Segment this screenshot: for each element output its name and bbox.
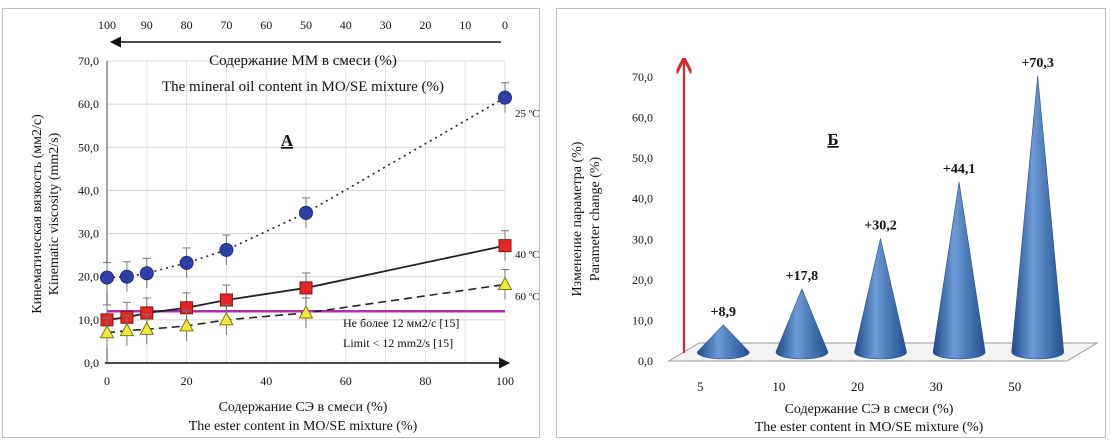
data-point-40c	[219, 293, 233, 307]
data-label: +44,1	[943, 162, 975, 177]
data-point-25c	[219, 242, 234, 257]
y-tick-label: 10,0	[632, 313, 653, 327]
x-tick-label: 20	[851, 379, 864, 394]
x-tick-label: 30	[930, 379, 943, 394]
x-axis-label-en: The ester content in MO/SE mixture (%)	[189, 419, 418, 434]
x-tick-label: 40	[260, 374, 272, 388]
y-tick-label: 50,0	[78, 140, 99, 154]
y-tick-label: 20,0	[78, 270, 99, 284]
data-point-40c	[498, 239, 512, 253]
top-tick-label: 40	[340, 18, 352, 32]
top-tick-label: 20	[419, 18, 431, 32]
top-tick-label: 70	[220, 18, 232, 32]
chart-b-panel: 0,0 10,0 20,0 30,0 40,0 50,0 60,0 70,0 +8,9 5 +17,…	[556, 8, 1106, 438]
data-point-25c	[299, 205, 313, 220]
cone-bar	[775, 287, 829, 360]
cone-bar	[854, 238, 907, 360]
y-tick-label: 40,0	[78, 183, 99, 197]
y-tick-label: 0,0	[638, 354, 653, 368]
x-tick-label: 10	[772, 379, 785, 394]
x-axis-label-en: The ester content in MO/SE mixture (%)	[755, 420, 984, 435]
series-label: 40 ºC	[515, 249, 540, 261]
data-point-60c	[497, 276, 513, 290]
data-point-25c	[119, 269, 134, 284]
x-axis-label: Содержание СЭ в смеси (%)	[219, 400, 388, 415]
data-label: +30,2	[864, 218, 896, 233]
y-axis-label: Кинематическая вязкость (мм2/с)	[30, 114, 45, 314]
chart-a-panel: 0,0 10,0 20,0 30,0 40,0 50,0 60,0 70,0 0 20 40 60 80…	[2, 8, 540, 438]
top-tick-label: 90	[141, 18, 153, 32]
x-tick-label: 20	[181, 374, 193, 388]
x-tick-label: 80	[419, 374, 431, 388]
data-point-25c	[100, 270, 114, 285]
data-point-25c	[179, 255, 194, 270]
series-label: 60 ºC	[515, 291, 540, 303]
top-tick-label: 60	[260, 18, 272, 32]
data-point-60c	[119, 322, 135, 337]
panel-label-b: Б	[827, 130, 838, 149]
top-tick-label: 0	[502, 18, 508, 32]
data-point-40c	[299, 281, 313, 295]
y-tick-label: 60,0	[78, 97, 99, 111]
data-point-60c	[179, 317, 194, 332]
y-axis-label: Изменение параметра (%)	[570, 141, 585, 296]
series-label: 25 ºC	[515, 108, 540, 120]
data-label: +17,8	[786, 269, 818, 284]
chart-a: 0,0 10,0 20,0 30,0 40,0 50,0 60,0 70,0 0 20 40 60 80…	[30, 18, 540, 434]
x-axis-label: Содержание СЭ в смеси (%)	[785, 402, 954, 417]
top-tick-label: 50	[300, 18, 312, 32]
top-tick-label: 30	[380, 18, 392, 32]
y-tick-label: 50,0	[632, 151, 653, 165]
y-tick-label: 10,0	[78, 313, 99, 327]
top-tick-label: 10	[459, 18, 471, 32]
data-label: +8,9	[711, 305, 736, 320]
panel-label-a: А	[281, 131, 294, 150]
y-tick-label: 30,0	[78, 227, 99, 241]
cone-bar	[932, 182, 986, 360]
limit-label: Не более 12 мм2/с [15]	[343, 316, 459, 330]
data-point-60c	[298, 304, 314, 319]
data-label: +70,3	[1021, 56, 1053, 71]
y-tick-label: 30,0	[632, 232, 653, 246]
data-point-25c	[139, 266, 154, 281]
chart-b: 0,0 10,0 20,0 30,0 40,0 50,0 60,0 70,0 +8,9 5 +17,…	[570, 56, 1099, 435]
x-tick-label: 100	[496, 374, 514, 388]
y-axis-label-en: Kinematic viscosity (mm2/s)	[47, 132, 62, 295]
y-tick-label: 0,0	[84, 356, 99, 370]
limit-label-en: Limit < 12 mm2/s [15]	[343, 336, 453, 350]
data-point-60c	[99, 324, 115, 339]
x-tick-label: 60	[340, 374, 352, 388]
y-tick-label: 40,0	[632, 192, 653, 206]
cone-bar	[696, 324, 750, 360]
x-tick-label: 5	[697, 379, 704, 394]
y-tick-label: 20,0	[632, 273, 653, 287]
top-axis-label: Содержание ММ в смеси (%)	[209, 53, 397, 69]
y-axis-label-en: Parameter change (%)	[588, 156, 603, 281]
cone-bar	[1011, 75, 1065, 360]
x-tick-label: 0	[104, 374, 110, 388]
data-point-60c	[219, 311, 234, 326]
top-axis-label-en: The mineral oil content in MO/SE mixture…	[162, 79, 444, 95]
x-tick-label: 50	[1008, 379, 1021, 394]
data-point-60c	[139, 321, 155, 335]
data-point-25c	[498, 90, 512, 105]
y-tick-label: 70,0	[632, 70, 653, 84]
y-tick-label: 60,0	[632, 111, 653, 125]
top-tick-label: 80	[181, 18, 193, 32]
y-tick-label: 70,0	[78, 54, 99, 68]
top-tick-label: 100	[98, 18, 116, 32]
